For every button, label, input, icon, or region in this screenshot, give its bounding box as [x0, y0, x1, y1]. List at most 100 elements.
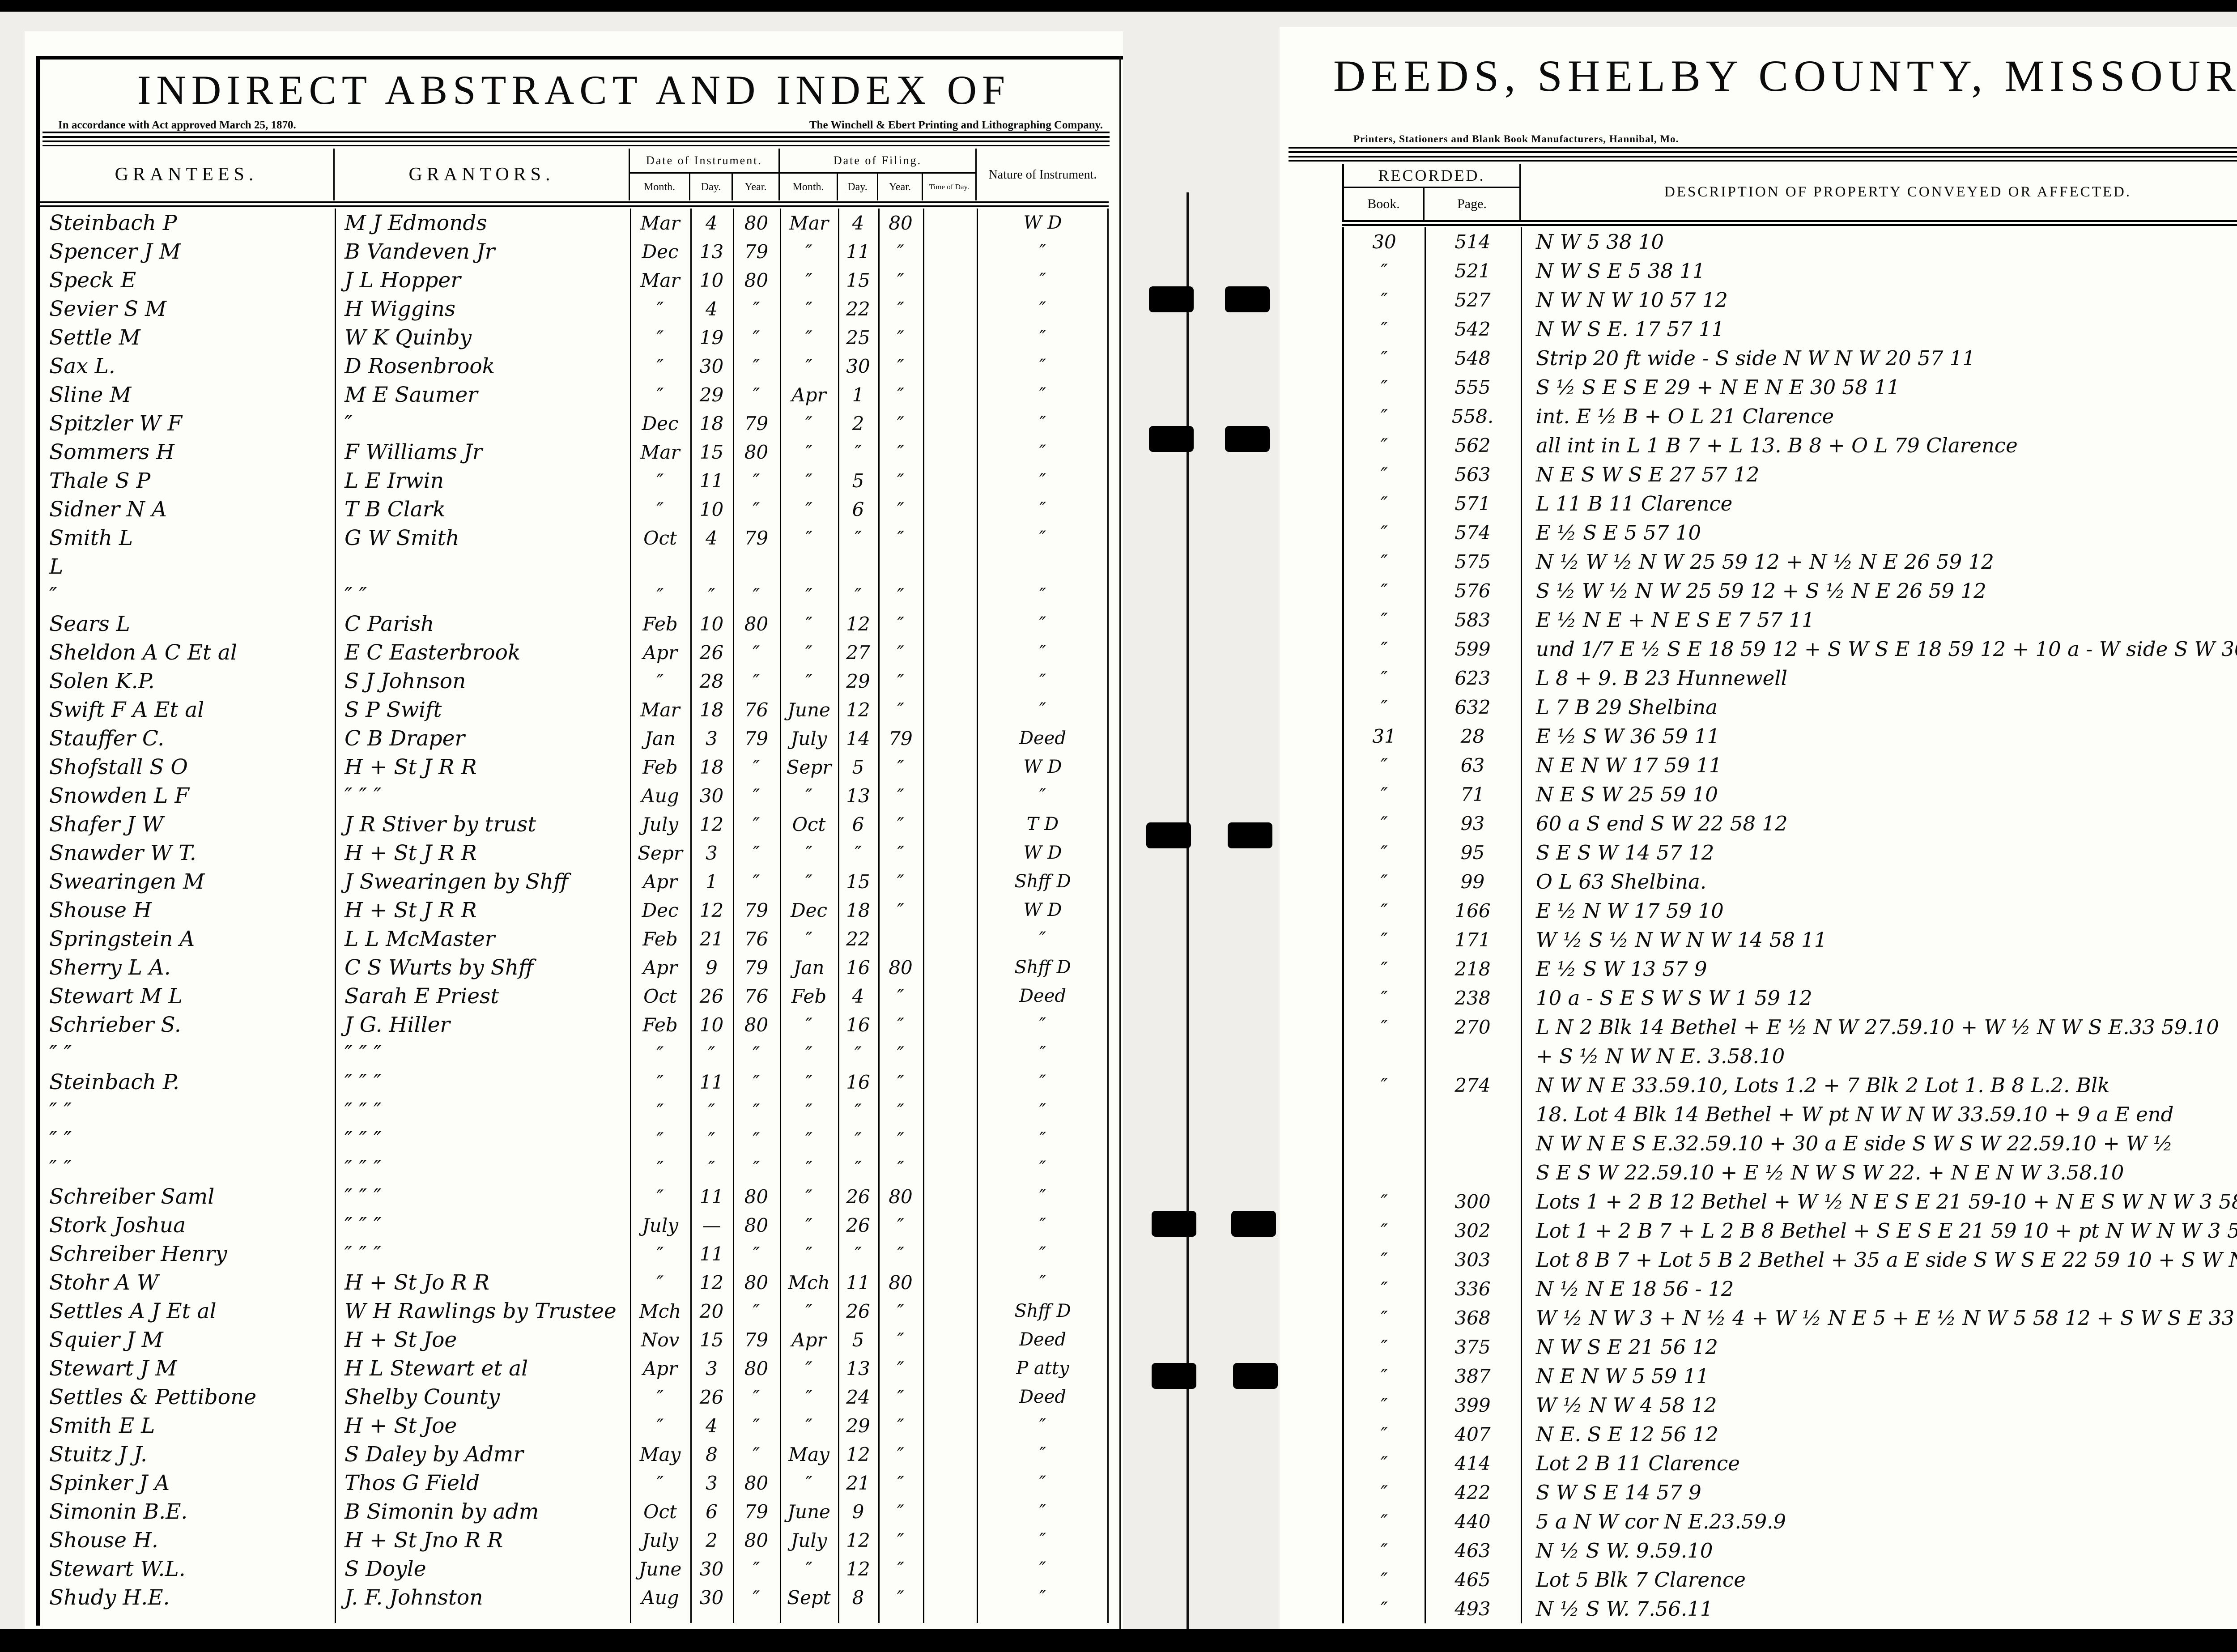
book-cell: ″ — [1381, 1540, 1388, 1562]
column-header-grantees: GRANTEES. — [39, 149, 335, 200]
table-row: ″ 583 E ½ N E + N E S E 7 57 11 — [1344, 605, 2237, 634]
page-frame-top-rule — [36, 56, 1123, 60]
grantee-cell: Spitzler W F — [49, 411, 183, 436]
instrument-month-cell: ″ — [656, 469, 664, 492]
filing-year-cell: ″ — [897, 842, 904, 864]
right-page: DEEDS, SHELBY COUNTY, MISSOURI. 259 Prin… — [1280, 27, 2237, 1635]
filing-month-cell: ″ — [805, 670, 812, 692]
punch-hole-mark — [1146, 822, 1191, 848]
grantor-cell: S Doyle — [344, 1556, 426, 1581]
instrument-day-cell: 21 — [699, 928, 724, 950]
nature-cell: ″ — [1039, 1558, 1046, 1579]
book-cell: ″ — [1381, 871, 1388, 893]
instrument-year-cell: ″ — [753, 326, 760, 349]
instrument-day-cell: 18 — [699, 698, 724, 721]
filing-year-cell: ″ — [897, 1042, 904, 1064]
description-cell: L 7 B 29 Shelbina — [1536, 695, 1718, 719]
table-row: ″ ″ ″ ″ ″ ″ ″ ″ ″ ″ ″ ″ — [39, 1154, 1109, 1182]
instrument-day-cell: 11 — [699, 469, 724, 492]
table-row: ″ 375 N W S E 21 56 12 — [1344, 1333, 2237, 1362]
page-cell: 558. — [1451, 405, 1494, 427]
instrument-year-cell: ″ — [753, 1443, 760, 1465]
description-cell: und 1/7 E ½ S E 18 59 12 + S W S E 18 59… — [1536, 637, 2237, 661]
table-row: Settles A J Et al W H Rawlings by Trustee… — [39, 1297, 1109, 1325]
table-row: Sax L. D Rosenbrook ″ 30 ″ ″ 30 ″ ″ — [39, 352, 1109, 380]
filing-month-cell: Mch — [788, 1271, 830, 1294]
grantee-cell: Thale S P — [49, 468, 151, 493]
instrument-day-cell: 11 — [699, 1185, 724, 1208]
table-row: ″ 574 E ½ S E 5 57 10 — [1344, 518, 2237, 547]
nature-cell: W D — [1023, 900, 1062, 920]
nature-cell: ″ — [1039, 241, 1046, 262]
page-cell: 99 — [1460, 871, 1485, 893]
filing-day-cell: 9 — [852, 1500, 864, 1523]
instrument-month-cell: Dec — [642, 240, 679, 263]
punch-hole-mark — [1228, 822, 1272, 848]
filing-day-cell: 26 — [846, 1300, 870, 1322]
book-cell: ″ — [1381, 667, 1388, 689]
grantor-cell: M J Edmonds — [344, 210, 487, 235]
filing-day-cell: 25 — [846, 326, 870, 349]
instrument-year-cell: 79 — [744, 527, 769, 549]
filing-day-cell: 16 — [846, 1071, 870, 1093]
book-cell: ″ — [1381, 1278, 1388, 1300]
instrument-year-cell: ″ — [753, 1099, 760, 1122]
grantee-cell: Speck E — [49, 268, 136, 293]
instrument-year-cell: ″ — [753, 1300, 760, 1322]
column-header-date-of-instrument: Date of Instrument. — [630, 149, 780, 174]
table-row: ″ 555 S ½ S E S E 29 + N E N E 30 58 11 — [1344, 373, 2237, 402]
filing-month-cell: ″ — [805, 641, 812, 664]
filing-year-cell: ″ — [897, 441, 904, 463]
book-cell: 31 — [1372, 725, 1396, 747]
page-cell: 422 — [1454, 1482, 1491, 1503]
book-cell: ″ — [1381, 1598, 1388, 1620]
table-row: Sears L C Parish Feb 10 80 ″ 12 ″ ″ — [39, 609, 1109, 638]
filing-year-cell: ″ — [897, 1443, 904, 1465]
grantor-cell: L L McMaster — [344, 926, 495, 951]
table-row: Sevier S M H Wiggins ″ 4 ″ ″ 22 ″ ″ — [39, 294, 1109, 323]
nature-cell: ″ — [1039, 499, 1046, 519]
description-cell: W ½ N W 4 58 12 — [1536, 1393, 1717, 1417]
instrument-month-cell: Apr — [642, 956, 678, 979]
page-cell: 303 — [1454, 1249, 1491, 1271]
instrument-year-cell: ″ — [753, 870, 760, 893]
instrument-day-cell: 29 — [699, 383, 724, 406]
grantee-cell: ″ ″ — [49, 1155, 72, 1180]
description-cell: Lots 1 + 2 B 12 Bethel + W ½ N E S E 21 … — [1536, 1190, 2237, 1213]
instrument-year-cell: 80 — [744, 1271, 769, 1294]
description-cell: W ½ S ½ N W N W 14 58 11 — [1536, 928, 1827, 952]
filing-month-cell: Mar — [789, 212, 829, 234]
table-row: ″ 336 N ½ N E 18 56 - 12 — [1344, 1274, 2237, 1303]
page-cell: 375 — [1454, 1336, 1491, 1358]
instrument-day-cell: 28 — [699, 670, 724, 692]
ornamental-rule — [1289, 147, 2237, 162]
grantor-cell: E C Easterbrook — [344, 640, 521, 665]
book-cell: ″ — [1381, 813, 1388, 835]
table-row: ″ 599 und 1/7 E ½ S E 18 59 12 + S W S E 1… — [1344, 634, 2237, 664]
instrument-year-cell: ″ — [753, 1558, 760, 1580]
filing-year-cell: ″ — [897, 527, 904, 549]
column-rule — [1425, 227, 1426, 1623]
filing-month-cell: July — [791, 1529, 827, 1551]
filing-month-cell: ″ — [805, 1013, 812, 1036]
instrument-day-cell: ″ — [708, 1128, 715, 1150]
instrument-year-cell: 80 — [744, 441, 769, 463]
column-header-year: Year. — [733, 174, 780, 200]
table-row: Sommers H F Williams Jr Mar 15 80 ″ ″ ″ ″ — [39, 438, 1109, 466]
filing-day-cell: 16 — [846, 956, 870, 979]
instrument-day-cell: 12 — [699, 1271, 724, 1294]
filing-month-cell: ″ — [805, 842, 812, 864]
table-row: Sherry L A. C S Wurts by Shff Apr 9 79 Jan 16 8… — [39, 953, 1109, 982]
instrument-day-cell: 19 — [699, 326, 724, 349]
page-cell: 218 — [1454, 958, 1491, 980]
nature-cell: W D — [1023, 213, 1062, 233]
left-table-body: Steinbach P M J Edmonds Mar 4 80 Mar 4 80 W D Spe… — [39, 209, 1109, 1623]
grantee-cell: ″ ″ — [49, 1127, 72, 1152]
table-row: ″ 527 N W N W 10 57 12 — [1344, 285, 2237, 315]
nature-cell: ″ — [1039, 1215, 1046, 1235]
nature-cell: Deed — [1019, 728, 1067, 749]
grantor-cell: ″ ″ ″ — [344, 1241, 382, 1266]
book-cell: ″ — [1381, 1249, 1388, 1271]
grantor-cell: H L Stewart et al — [344, 1356, 528, 1381]
table-row: Steinbach P. ″ ″ ″ ″ 11 ″ ″ 16 ″ ″ — [39, 1068, 1109, 1096]
